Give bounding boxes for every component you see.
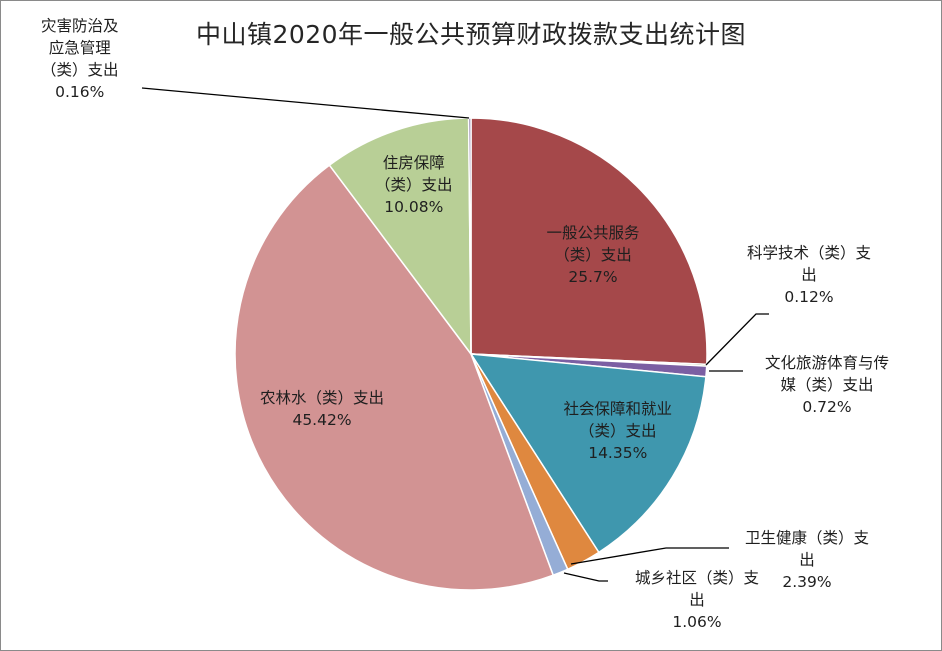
data-label-category: 灾害防治及 [41, 17, 119, 35]
data-label-category: 社会保障和就业 [563, 400, 673, 418]
data-label-category: 城乡社区（类）支 [635, 569, 760, 587]
pie-slice [469, 353, 707, 554]
data-label-value: 14.35% [588, 444, 648, 462]
data-label-value: 10.08% [384, 198, 444, 216]
pie-slice [234, 164, 555, 591]
data-label-value: 0.12% [784, 288, 834, 306]
data-label-value: 45.42% [292, 411, 352, 429]
data-label-value: 1.06% [672, 613, 722, 631]
data-label-category: 卫生健康（类）支 [745, 529, 870, 547]
data-label: 科学技术（类）支出 0.12% [747, 242, 871, 308]
data-label: 一般公共服务 （类）支出 25.7% [547, 222, 640, 288]
leader-line [563, 572, 608, 582]
pie-slice [470, 117, 708, 366]
data-label-category: 媒（类）支出 [780, 376, 874, 394]
data-label-category: 出 [799, 551, 815, 569]
leader-line [705, 313, 769, 366]
data-label-value: 25.7% [568, 268, 618, 286]
data-label-category: 出 [801, 266, 817, 284]
data-label: 住房保障 （类）支出 10.08% [375, 152, 453, 218]
data-label: 文化旅游体育与传 媒（类）支出 0.72% [765, 352, 889, 418]
data-label-category: 住房保障 [382, 154, 445, 172]
data-label: 卫生健康（类）支出 2.39% [745, 527, 869, 593]
pie-slice [328, 117, 472, 357]
data-label-category: 应急管理 [48, 39, 111, 57]
data-label-category: 农林水（类）支出 [260, 389, 385, 407]
data-label: 社会保障和就业 （类）支出 14.35% [564, 398, 673, 464]
data-label-category: 出 [689, 591, 705, 609]
data-label-category: 一般公共服务 [546, 224, 640, 242]
data-label-value: 0.16% [55, 83, 105, 101]
data-label-category: （类）支出 [579, 422, 657, 440]
data-label-category: （类）支出 [375, 176, 453, 194]
data-label-category: 科学技术（类）支 [747, 244, 872, 262]
leader-line [141, 87, 470, 119]
data-label-value: 0.72% [802, 398, 852, 416]
data-label: 灾害防治及应急管理 （类）支出 0.16% [41, 15, 119, 103]
data-label: 城乡社区（类）支出 1.06% [635, 567, 759, 633]
data-label-category: （类）支出 [554, 246, 632, 264]
data-label-category: 文化旅游体育与传 [765, 354, 890, 372]
chart-title: 中山镇2020年一般公共预算财政拨款支出统计图 [195, 20, 747, 49]
data-label-category: （类）支出 [41, 61, 119, 79]
data-label-value: 2.39% [782, 573, 832, 591]
leader-line [570, 547, 729, 565]
data-label: 农林水（类）支出 45.42% [260, 387, 384, 431]
